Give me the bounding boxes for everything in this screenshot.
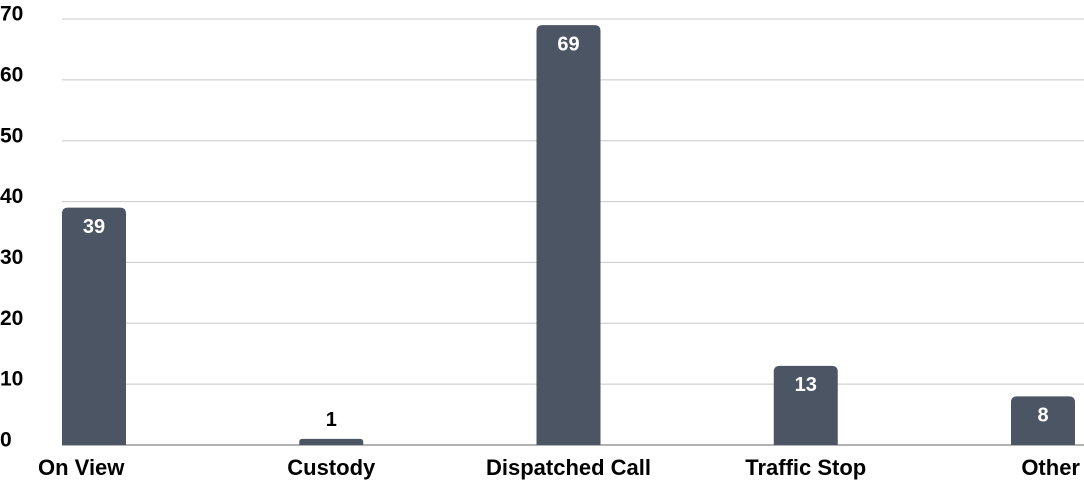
y-tick-label: 50 [0, 124, 23, 147]
value-label: 8 [1037, 405, 1048, 427]
bar [1011, 396, 1075, 445]
y-tick-label: 10 [0, 368, 23, 391]
value-label: 39 [83, 216, 105, 238]
value-label: 69 [557, 33, 579, 55]
bar [536, 25, 601, 445]
y-tick-label: 0 [0, 429, 12, 452]
bar [62, 207, 126, 445]
x-tick-label: Dispatched Call [486, 455, 651, 480]
bar [299, 438, 364, 445]
x-tick-label: Traffic Stop [745, 455, 866, 480]
y-tick-label: 60 [0, 63, 23, 86]
y-tick-label: 40 [0, 185, 23, 208]
x-tick-label: Other [1021, 455, 1080, 480]
value-label: 13 [795, 374, 817, 396]
bar [773, 365, 838, 445]
value-label: 1 [326, 409, 337, 431]
y-tick-label: 20 [0, 307, 23, 330]
y-tick-label: 30 [0, 246, 23, 269]
x-tick-label: On View [38, 455, 125, 480]
y-tick-label: 70 [0, 3, 23, 26]
x-tick-label: Custody [287, 455, 376, 480]
